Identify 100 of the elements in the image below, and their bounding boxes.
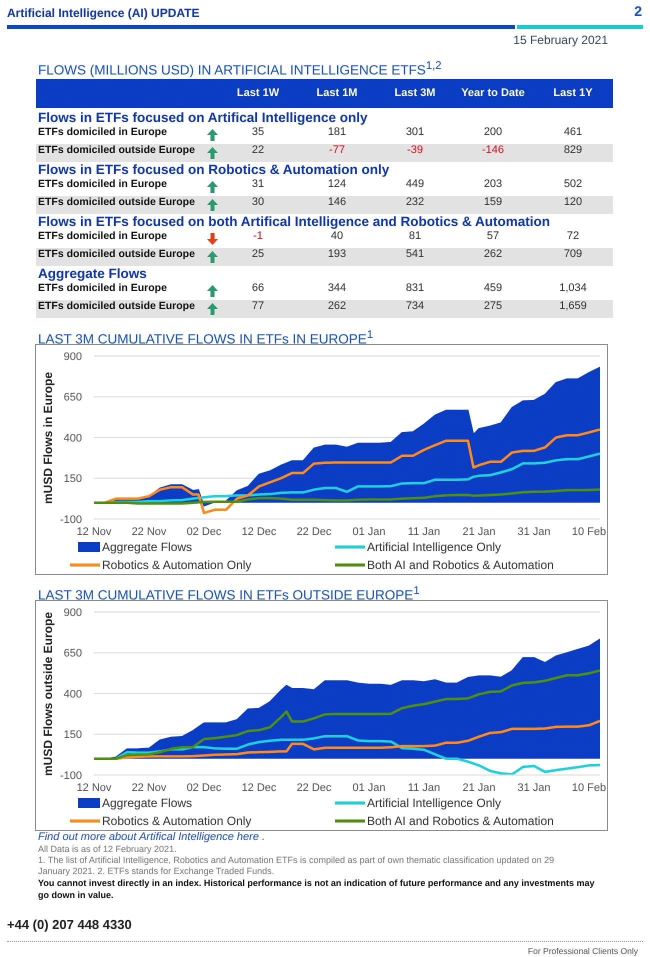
x-tick-label: 22 Nov (132, 782, 167, 794)
data-label: 146 (326, 196, 348, 208)
y-axis-title: mUSD Flows in Europe (41, 371, 55, 504)
x-tick-label: 10 Feb (572, 782, 606, 794)
x-tick-label: 12 Nov (76, 526, 112, 538)
legend-label: Robotics & Automation Only (102, 558, 252, 572)
x-tick-label: 22 Dec (296, 526, 332, 538)
text: ETFs domiciled in Europe (38, 126, 167, 138)
data-label: 459 (482, 282, 504, 294)
text: Artificial Intelligence (AI) UPDATE (7, 6, 200, 20)
data-label: 72 (566, 230, 580, 242)
x-tick-label: 11 Jan (408, 782, 440, 794)
x-tick-label: 11 Jan (408, 526, 440, 538)
data-label: 541 (404, 248, 426, 260)
series-label: ETFs domiciled outside Europe (38, 196, 195, 208)
data-label: -39 (406, 144, 424, 156)
data-label: 81 (408, 230, 422, 242)
y-tick-label: 400 (64, 432, 82, 444)
legend-label: Aggregate Flows (102, 540, 192, 554)
legend-label: Both AI and Robotics & Automation (367, 558, 554, 572)
x-tick-label: 21 Jan (462, 526, 496, 538)
data-label: 275 (482, 300, 504, 312)
data-label: 193 (326, 248, 348, 260)
data-label: 35 (250, 126, 266, 138)
y-tick-label: 650 (64, 392, 82, 404)
chart-title: LAST 3M CUMULATIVE FLOWS IN ETFs IN EUROPE$^{1}$ (38, 328, 374, 348)
data-label: 40 (330, 230, 344, 242)
text: ETFs domiciled in Europe (38, 178, 167, 190)
text: 2 (634, 3, 642, 19)
category-label: Last 1Y (552, 87, 594, 99)
series-label: ETFs domiciled outside Europe (38, 248, 195, 260)
text: For Professional Clients Only (528, 946, 638, 956)
x-tick-label: 02 Dec (186, 526, 222, 538)
data-label: 22 (250, 144, 266, 156)
data-label: 120 (562, 196, 584, 208)
text: Flows in ETFs focused on Artifical Intelligence only (38, 110, 368, 126)
data-label: 344 (326, 282, 348, 294)
data-label: 25 (250, 248, 266, 260)
x-tick-label: 12 Nov (76, 782, 112, 794)
data-label: 829 (562, 144, 584, 156)
data-label: 449 (404, 178, 426, 190)
x-tick-label: 12 Dec (242, 782, 277, 794)
x-tick-label: 01 Jan (352, 782, 386, 794)
data-label: -146 (480, 144, 506, 156)
legend-label: Both AI and Robotics & Automation (367, 814, 554, 828)
y-tick-label: -100 (60, 770, 82, 782)
x-tick-label: 22 Dec (296, 782, 332, 794)
y-tick-label: 900 (64, 606, 82, 619)
x-tick-label: 31 Jan (517, 782, 551, 794)
data-label: 262 (326, 300, 348, 312)
y-tick-label: 150 (64, 729, 82, 742)
data-label: 66 (250, 282, 266, 294)
data-label: 30 (250, 196, 266, 208)
text: Flows in ETFs focused on both Artifical Intelligence and Robotics & Automation (38, 214, 550, 230)
data-label: 461 (562, 126, 584, 138)
text: ETFs domiciled in Europe (38, 282, 167, 294)
data-label: 734 (404, 300, 426, 312)
data-label: 502 (562, 178, 584, 190)
data-label: -1 (252, 230, 264, 242)
line-series (94, 488, 600, 505)
line-series (94, 669, 600, 760)
legend-label: Artificial Intelligence Only (367, 796, 502, 810)
data-label: 262 (482, 248, 504, 260)
series-label: ETFs domiciled outside Europe (38, 300, 195, 312)
text: 1. The list of Artificial Intelligence, Robotics and Automation ETFs is compiled as part of own thematic classification updated on 29 January 2021. 2. ETFs stands for Exchange Traded Funds. (38, 855, 556, 876)
data-label: 57 (486, 230, 500, 242)
x-tick-label: 31 Jan (517, 526, 551, 538)
y-tick-label: 650 (64, 648, 82, 660)
y-tick-label: -100 (60, 514, 82, 526)
y-tick-label: 150 (64, 473, 82, 486)
data-label: -77 (328, 144, 346, 156)
text: Flows in ETFs focused on Robotics & Automation only (38, 162, 390, 178)
data-label: 709 (562, 248, 584, 260)
category-label: Year to Date (460, 87, 526, 99)
text: +44 (0) 207 448 4330 (7, 917, 132, 932)
y-tick-label: 900 (64, 350, 82, 363)
category-label: Last 3M (394, 87, 436, 99)
text: FLOWS (MILLIONS USD) IN ARTIFICIAL INTELLIGENCE ETFS$^{1,2}$ (38, 60, 442, 78)
data-label: 31 (250, 178, 266, 190)
category-label: Last 1M (316, 87, 358, 99)
text: 15 February 2021 (513, 33, 608, 47)
data-label: 301 (404, 126, 426, 138)
data-label: 77 (250, 300, 266, 312)
x-tick-label: 22 Nov (132, 526, 167, 538)
y-tick-label: 400 (64, 688, 82, 700)
x-tick-label: 01 Jan (352, 526, 386, 538)
text: Find out more about Artifical Intelligence here . (38, 831, 266, 844)
text: Aggregate Flows (38, 266, 147, 282)
x-tick-label: 02 Dec (186, 782, 222, 794)
chart-title: LAST 3M CUMULATIVE FLOWS IN ETFs OUTSIDE EUROPE$^{1}$ (38, 584, 420, 604)
x-tick-label: 12 Dec (242, 526, 277, 538)
data-label: 200 (482, 126, 504, 138)
data-label: 203 (482, 178, 504, 190)
data-label: 159 (482, 196, 504, 208)
data-label: 1,659 (558, 300, 588, 312)
x-tick-label: 10 Feb (572, 526, 606, 538)
y-axis-title: mUSD Flows outside Europe (41, 611, 55, 776)
data-label: 232 (404, 196, 426, 208)
data-label: 124 (326, 178, 348, 190)
text: ETFs domiciled in Europe (38, 230, 167, 242)
